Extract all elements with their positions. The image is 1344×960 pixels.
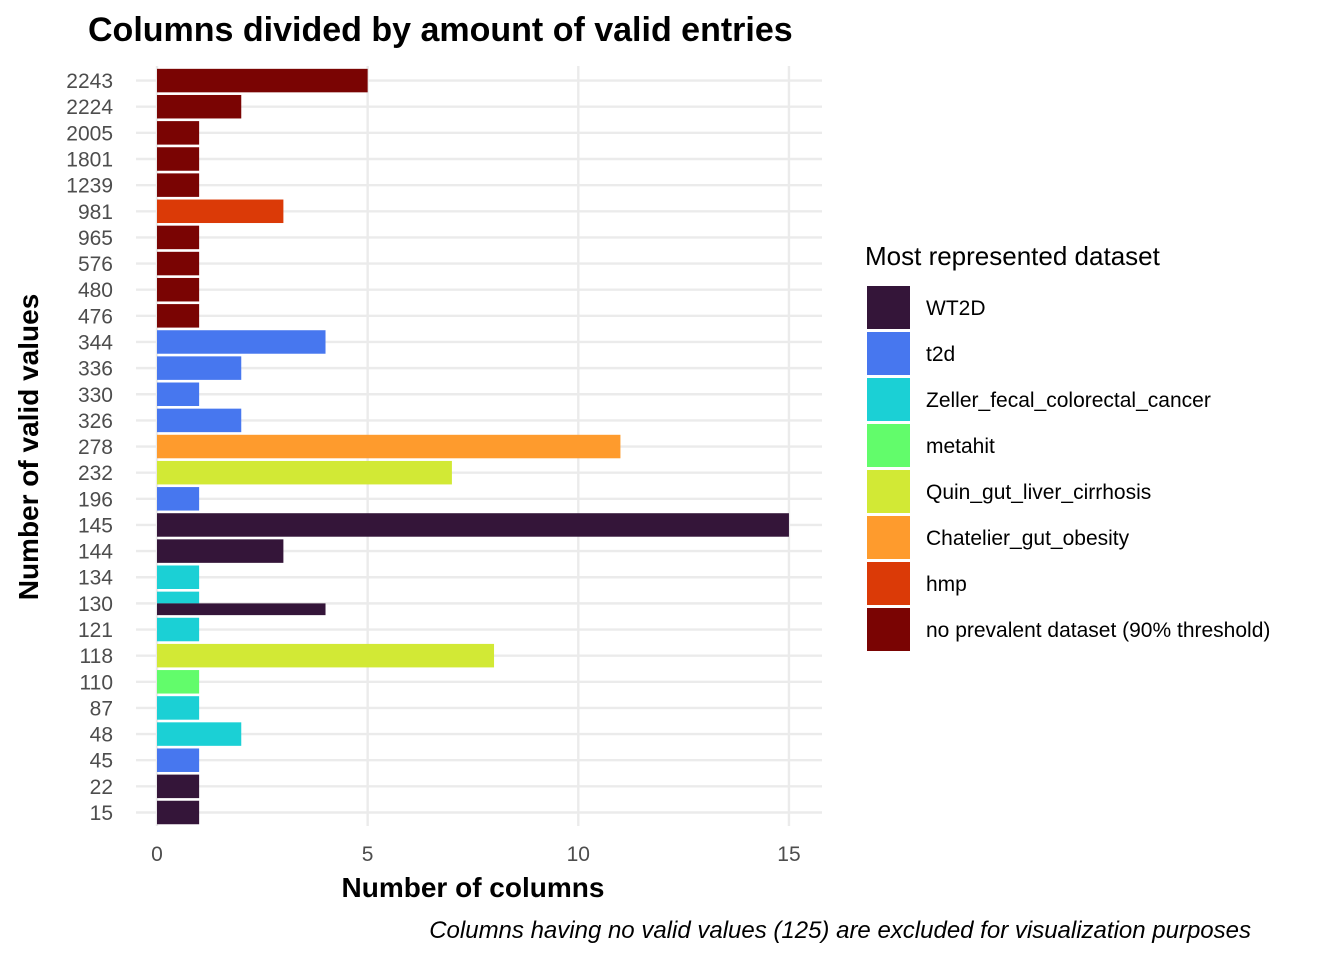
legend-label-no-prevalent-dataset-90-threshold: no prevalent dataset (90% threshold): [926, 619, 1270, 642]
y-tick-label-2224: 2224: [66, 96, 113, 119]
y-axis-title: Number of valid values: [13, 294, 44, 601]
bar-1801-no-prevalent-dataset-90-threshold: [157, 147, 200, 171]
legend-label-metahit: metahit: [926, 435, 995, 458]
bar-981-hmp: [157, 199, 284, 224]
y-tick-label-2005: 2005: [66, 122, 113, 145]
bar-476-no-prevalent-dataset-90-threshold: [157, 304, 200, 328]
y-tick-label-1801: 1801: [66, 149, 113, 172]
legend-swatch-hmp: [867, 562, 910, 605]
bar-121-zeller-fecal-colorectal-cancer: [157, 617, 200, 642]
legend-swatch-metahit: [867, 424, 910, 467]
x-tick-label-10: 10: [567, 843, 590, 866]
y-tick-label-336: 336: [78, 358, 113, 381]
legend: Most represented dataset WT2D t2d Zeller_f…: [865, 241, 1270, 651]
x-axis-title: Number of columns: [342, 872, 605, 903]
bar-87-zeller-fecal-colorectal-cancer: [157, 696, 200, 720]
legend-swatch-zeller-fecal-colorectal-cancer: [867, 378, 910, 421]
legend-swatch-chatelier-gut-obesity: [867, 516, 910, 559]
x-tick-labels: 0 5 10 15: [151, 843, 800, 866]
bar-2224-no-prevalent-dataset-90-threshold: [157, 94, 242, 119]
legend-swatch-quin-gut-liver-cirrhosis: [867, 470, 910, 513]
legend-label-t2d: t2d: [926, 343, 955, 366]
y-tick-label-232: 232: [78, 462, 113, 485]
bar-2243-no-prevalent-dataset-90-threshold: [157, 68, 368, 93]
legend-label-chatelier-gut-obesity: Chatelier_gut_obesity: [926, 527, 1130, 550]
bar-480-no-prevalent-dataset-90-threshold: [157, 277, 200, 302]
chart-title: Columns divided by amount of valid entri…: [88, 11, 793, 49]
caption: Columns having no valid values (125) are…: [429, 917, 1251, 944]
bar-118-quin-gut-liver-cirrhosis: [157, 643, 495, 668]
bar-2005-no-prevalent-dataset-90-threshold: [157, 121, 200, 145]
y-tick-label-476: 476: [78, 305, 113, 328]
bar-15-wt2d: [157, 800, 200, 825]
legend-swatch-t2d: [867, 332, 910, 375]
bar-110-metahit: [157, 670, 200, 694]
bar-576-no-prevalent-dataset-90-threshold: [157, 251, 200, 276]
bar-344-t2d: [157, 330, 326, 354]
y-tick-label-196: 196: [78, 488, 113, 511]
y-tick-label-48: 48: [90, 724, 113, 747]
y-tick-label-130: 130: [78, 593, 113, 616]
bar-22-wt2d: [157, 774, 200, 799]
y-tick-label-87: 87: [90, 697, 113, 720]
legend-swatch-wt2d: [867, 286, 910, 329]
y-tick-label-480: 480: [78, 279, 113, 302]
legend-label-hmp: hmp: [926, 573, 967, 596]
y-tick-label-22: 22: [90, 776, 113, 799]
bars: [157, 68, 789, 825]
y-tick-label-110: 110: [80, 671, 113, 694]
bar-130-zeller-fecal-colorectal-cancer: [157, 591, 200, 604]
y-tick-label-134: 134: [78, 567, 113, 590]
y-tick-label-330: 330: [78, 384, 113, 407]
bar-1239-no-prevalent-dataset-90-threshold: [157, 173, 200, 197]
y-tick-label-1239: 1239: [66, 175, 113, 198]
y-tick-labels: 15 22 45 48 87 110 118 121 130 134 144 145 196 232 278…: [66, 70, 113, 825]
bar-326-t2d: [157, 408, 242, 433]
bar-145-wt2d: [157, 513, 789, 537]
y-tick-label-45: 45: [90, 750, 113, 773]
bar-45-t2d: [157, 748, 200, 772]
x-tick-label-0: 0: [151, 843, 163, 866]
y-tick-label-144: 144: [78, 541, 113, 564]
bar-134-zeller-fecal-colorectal-cancer: [157, 565, 200, 589]
bar-330-t2d: [157, 382, 200, 407]
legend-label-quin-gut-liver-cirrhosis: Quin_gut_liver_cirrhosis: [926, 481, 1151, 504]
y-tick-label-981: 981: [78, 201, 113, 224]
y-tick-label-121: 121: [78, 619, 113, 642]
legend-swatch-no-prevalent-dataset-90-threshold: [867, 608, 910, 651]
y-tick-label-145: 145: [78, 514, 113, 537]
x-tick-label-15: 15: [777, 843, 800, 866]
bar-965-no-prevalent-dataset-90-threshold: [157, 225, 200, 250]
bar-48-zeller-fecal-colorectal-cancer: [157, 722, 242, 746]
legend-label-wt2d: WT2D: [926, 297, 986, 320]
y-tick-label-278: 278: [78, 436, 113, 459]
y-tick-label-118: 118: [80, 645, 113, 668]
y-tick-label-2243: 2243: [66, 70, 113, 93]
bar-336-t2d: [157, 356, 242, 380]
y-tick-label-326: 326: [78, 410, 113, 433]
y-tick-label-576: 576: [78, 253, 113, 276]
y-tick-label-344: 344: [78, 331, 113, 354]
x-tick-label-5: 5: [362, 843, 374, 866]
y-tick-label-15: 15: [90, 802, 113, 825]
bar-232-quin-gut-liver-cirrhosis: [157, 460, 452, 485]
bar-196-t2d: [157, 487, 200, 511]
bar-130-wt2d: [157, 603, 326, 616]
legend-label-zeller-fecal-colorectal-cancer: Zeller_fecal_colorectal_cancer: [926, 389, 1211, 412]
bar-144-wt2d: [157, 539, 284, 563]
bar-278-chatelier-gut-obesity: [157, 434, 621, 459]
y-tick-label-965: 965: [78, 227, 113, 250]
legend-title: Most represented dataset: [865, 241, 1161, 271]
